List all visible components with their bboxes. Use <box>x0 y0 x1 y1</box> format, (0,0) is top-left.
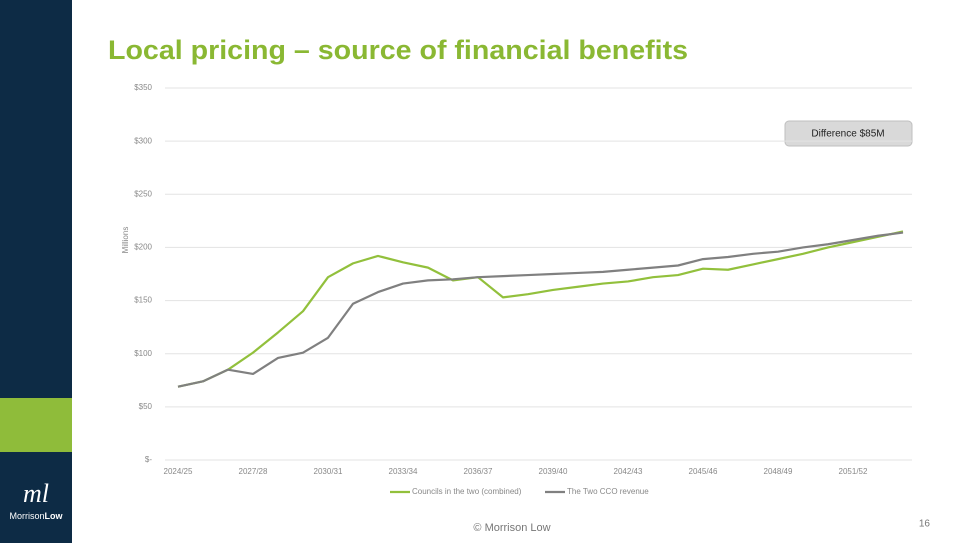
x-tick-label: 2024/25 <box>164 467 193 476</box>
x-tick-label: 2042/43 <box>614 467 643 476</box>
logo-mark: ml <box>23 479 49 508</box>
annotation-box <box>784 120 913 147</box>
logo-part: Low <box>45 511 64 521</box>
y-tick-label: $150 <box>134 296 152 305</box>
page-number: 16 <box>919 519 931 530</box>
y-tick-label: $50 <box>139 402 153 411</box>
y-tick-label: $350 <box>134 83 152 92</box>
x-tick-label: 2048/49 <box>764 467 793 476</box>
x-tick-label: 2033/34 <box>389 467 418 476</box>
y-tick-label: $250 <box>134 189 152 198</box>
y-tick-label: $- <box>145 455 152 464</box>
line <box>177 231 904 388</box>
x-tick-label: 2051/52 <box>839 467 868 476</box>
x-tick-label: 2039/40 <box>539 467 568 476</box>
logo-part: Morrison <box>9 511 44 521</box>
legend-label: The Two CCO revenue <box>567 487 649 496</box>
x-tick-label: 2027/28 <box>239 467 268 476</box>
y-axis-label: Millions <box>121 227 130 254</box>
x-tick-label: 2036/37 <box>464 467 493 476</box>
side-bar <box>0 0 72 543</box>
y-tick-label: $100 <box>134 349 152 358</box>
footer: © Morrison Low <box>473 522 550 534</box>
x-tick-label: 2030/31 <box>314 467 343 476</box>
logo-text: MorrisonLow <box>9 511 63 521</box>
y-tick-label: $300 <box>134 136 152 145</box>
line <box>177 230 904 388</box>
legend-label: Councils in the two (combined) <box>412 487 522 496</box>
x-tick-label: 2045/46 <box>689 467 718 476</box>
y-tick-label: $200 <box>134 243 152 252</box>
chart-title: Local pricing – source of financial bene… <box>108 35 688 65</box>
annotation: Difference $85M <box>811 129 884 140</box>
side-accent <box>0 398 72 452</box>
